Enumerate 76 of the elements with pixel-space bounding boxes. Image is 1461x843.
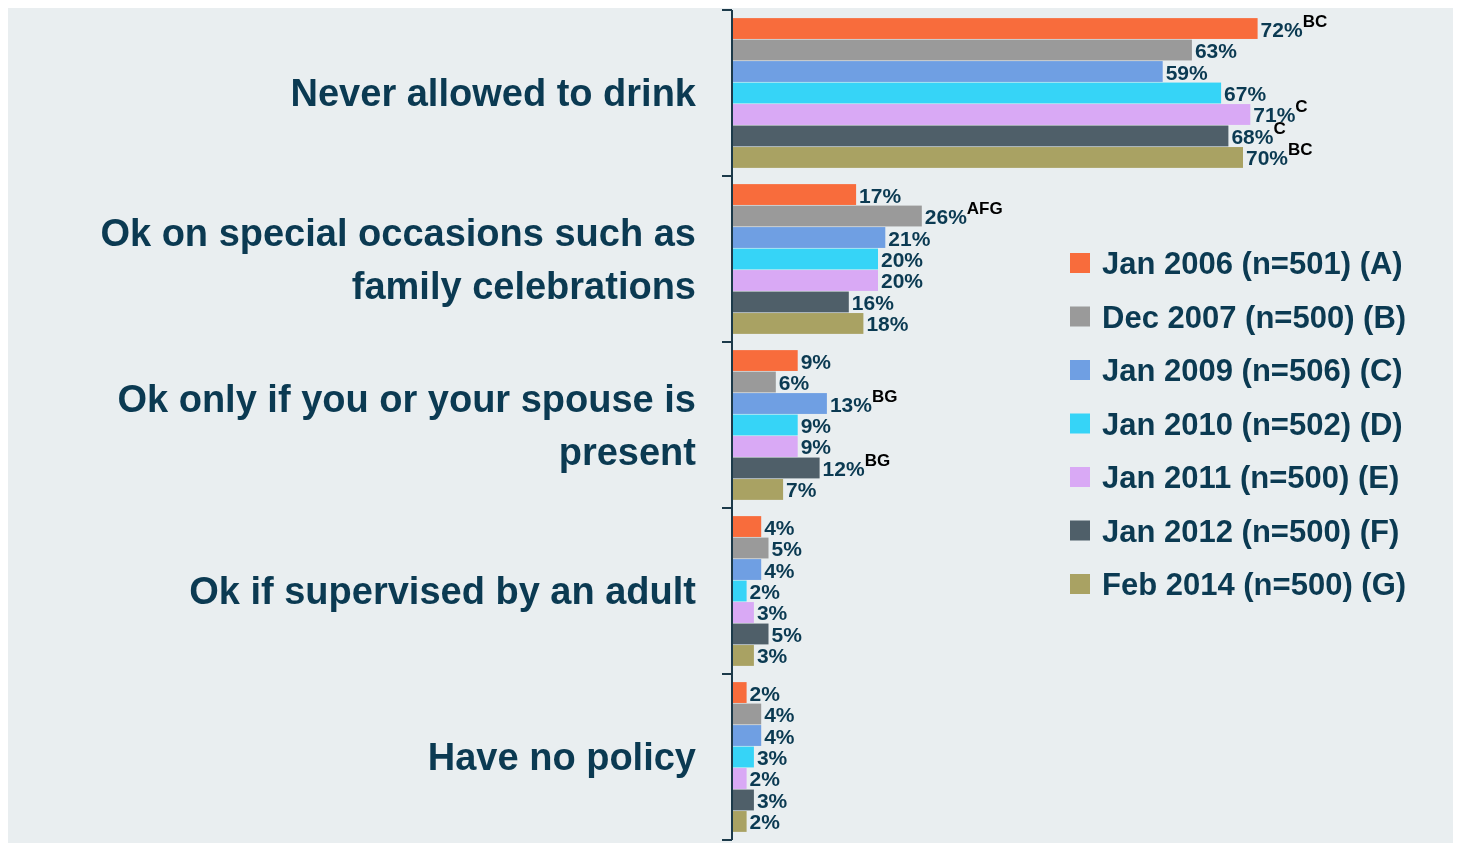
bar (732, 147, 1243, 168)
bar (732, 789, 754, 811)
bar (732, 39, 1192, 61)
data-label: 21% (888, 226, 931, 250)
bar (732, 313, 864, 334)
y-tick-label: Have no policy (427, 736, 696, 778)
y-tick-label: Ok on special occasions such as family celebrations (100, 211, 696, 307)
bar (732, 682, 747, 703)
data-label: 3% (756, 788, 788, 812)
bar (732, 270, 878, 291)
data-label: 4% (764, 724, 795, 748)
bar (732, 725, 762, 746)
bar (732, 248, 878, 270)
data-label: 5% (771, 537, 803, 561)
bar (732, 580, 747, 602)
y-tick-label: Ok if supervised by an adult (189, 570, 697, 612)
bar (732, 703, 762, 725)
bar (732, 811, 747, 832)
data-label: 4% (764, 558, 795, 582)
data-label: 4% (764, 703, 795, 727)
data-label: 4% (764, 515, 795, 539)
data-label: 3% (756, 746, 788, 769)
bar (732, 768, 747, 789)
bar (732, 457, 820, 479)
data-label: 20% (881, 248, 924, 271)
bar (732, 602, 754, 623)
data-label: 13%$^{BG}$ (829, 386, 898, 416)
data-label: 72%$^{BC}$ (1260, 11, 1328, 41)
bar (732, 18, 1258, 39)
bar (732, 371, 776, 393)
bar (732, 227, 886, 248)
data-label: 16% (851, 290, 895, 314)
data-label: 20% (881, 269, 924, 293)
data-label: 9% (800, 414, 832, 437)
bar (732, 645, 754, 666)
legend-label: Dec 2007 (n=500) (B) (1102, 299, 1407, 335)
bar (732, 516, 762, 537)
data-label: 2% (749, 810, 781, 834)
data-label: 2% (749, 681, 781, 705)
bar (732, 291, 849, 313)
bar (732, 393, 827, 414)
data-label: 26%$^{AFG}$ (924, 198, 1003, 229)
bar (732, 746, 754, 768)
data-label: 2% (749, 580, 781, 603)
legend-label: Jan 2011 (n=500) (E) (1102, 460, 1400, 495)
data-label: 6% (778, 371, 810, 395)
data-label: 5% (771, 622, 803, 646)
legend-label: Jan 2006 (n=501) (A) (1102, 246, 1403, 281)
data-label: 17% (859, 183, 902, 207)
y-tick-label: Ok only if you or your spouse is present (117, 377, 697, 473)
bar (732, 125, 1229, 147)
data-label: 18% (866, 312, 909, 336)
data-label: 59% (1165, 60, 1209, 84)
bar (732, 61, 1163, 82)
data-label: 3% (756, 644, 788, 668)
bar (732, 104, 1251, 125)
data-label: 3% (756, 601, 788, 625)
bar (732, 537, 769, 559)
legend-label: Jan 2012 (n=500) (F) (1102, 513, 1400, 549)
data-label: 7% (786, 478, 817, 502)
data-label: 9% (800, 349, 832, 373)
bar (732, 559, 762, 580)
legend-label: Jan 2009 (n=506) (C) (1102, 353, 1403, 388)
legend-label: Jan 2010 (n=502) (D) (1102, 406, 1403, 442)
bar (732, 184, 857, 205)
y-tick-label: Never allowed to drink (290, 72, 697, 114)
data-label: 63% (1194, 39, 1238, 63)
bar (732, 205, 922, 227)
bar (732, 623, 769, 645)
bar (732, 436, 798, 457)
legend-label: Feb 2014 (n=500) (G) (1102, 567, 1407, 602)
data-label: 2% (749, 767, 781, 791)
bar (732, 350, 798, 371)
bar (732, 414, 798, 436)
bar (732, 82, 1222, 104)
bar (732, 479, 784, 500)
